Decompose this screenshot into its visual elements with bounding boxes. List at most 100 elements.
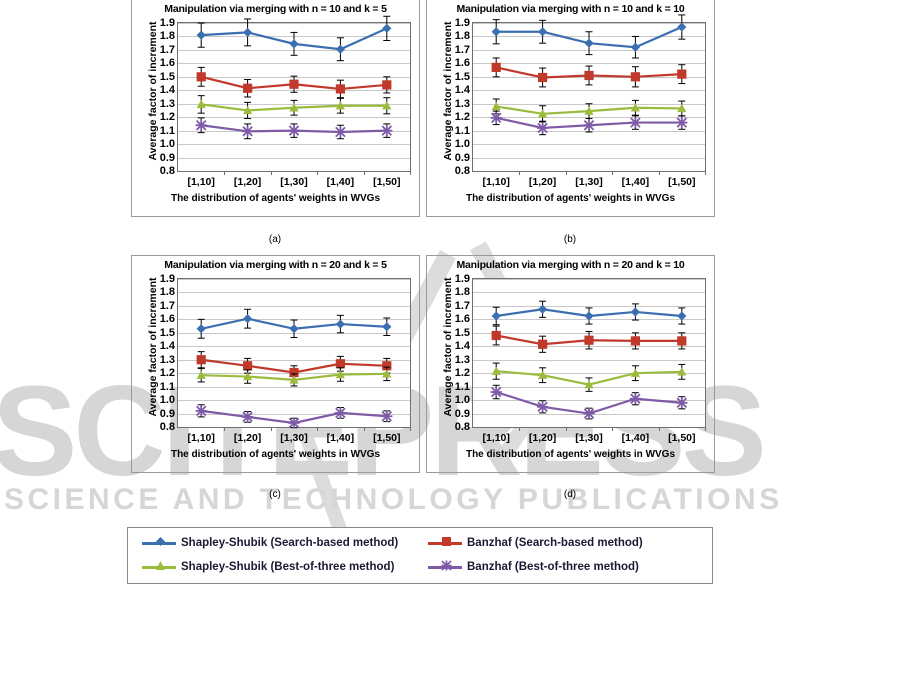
data-series bbox=[196, 308, 392, 339]
y-tick-label: 1.6 bbox=[159, 313, 175, 326]
data-point-marker bbox=[677, 103, 687, 113]
x-tick-label: [1,30] bbox=[280, 432, 308, 444]
caption-b: (b) bbox=[563, 234, 577, 245]
y-tick-label: 1.2 bbox=[454, 111, 470, 124]
y-tick-label: 0.8 bbox=[159, 165, 175, 177]
data-series bbox=[196, 15, 392, 62]
y-gridline bbox=[178, 386, 410, 388]
x-tick-mark bbox=[565, 427, 567, 431]
y-tick-label: 1.9 bbox=[454, 17, 470, 29]
data-point-marker bbox=[536, 122, 549, 134]
legend-item[interactable]: Shapley-Shubik (Search-based method) bbox=[142, 536, 398, 550]
x-tick-labels: [1,10] [1,20] [1,30] [1,40] [1,50] bbox=[473, 176, 705, 192]
data-point-marker bbox=[491, 101, 501, 111]
y-gridline bbox=[178, 359, 410, 361]
y-tick-label: 1.4 bbox=[159, 84, 175, 97]
y-tick-label: 1.9 bbox=[159, 273, 175, 285]
x-tick-label: [1,10] bbox=[187, 176, 215, 188]
chart-title: Manipulation via merging with n = 10 and… bbox=[456, 3, 685, 15]
x-tick-label: [1,10] bbox=[482, 432, 510, 444]
data-point-marker bbox=[491, 330, 501, 341]
data-point-marker bbox=[677, 336, 687, 346]
x-tick-mark bbox=[317, 171, 319, 175]
data-point-marker bbox=[335, 101, 345, 110]
y-gridline bbox=[473, 279, 705, 280]
y-tick-label: 1.6 bbox=[454, 57, 470, 70]
legend-item[interactable]: Shapley-Shubik (Best-of-three method) bbox=[142, 560, 394, 574]
data-point-marker bbox=[584, 106, 594, 115]
y-tick-label: 1.9 bbox=[454, 273, 470, 285]
series-layer bbox=[195, 15, 393, 140]
x-tick-label: [1,20] bbox=[528, 176, 557, 188]
data-point-marker bbox=[536, 401, 549, 413]
y-tick-label: 1.7 bbox=[454, 299, 470, 312]
data-point-marker bbox=[288, 125, 300, 137]
x-tick-mark bbox=[270, 171, 272, 175]
data-point-marker bbox=[243, 105, 253, 115]
y-gridline bbox=[178, 23, 410, 24]
x-tick-mark bbox=[410, 171, 411, 175]
data-series bbox=[491, 300, 687, 326]
x-tick-mark bbox=[410, 427, 411, 431]
data-series bbox=[490, 110, 688, 136]
y-tick-label: 1.0 bbox=[159, 394, 175, 407]
legend-label: Banzhaf (Search-based method) bbox=[467, 537, 643, 549]
legend-label: Shapley-Shubik (Best-of-three method) bbox=[181, 561, 395, 573]
data-series bbox=[491, 325, 687, 353]
x-tick-mark bbox=[658, 171, 660, 175]
x-tick-label: [1,20] bbox=[528, 432, 557, 444]
data-point-marker bbox=[630, 103, 640, 112]
y-tick-label: 1.0 bbox=[454, 394, 470, 407]
y-gridline bbox=[178, 413, 410, 415]
data-point-marker bbox=[382, 101, 392, 110]
data-point-marker bbox=[630, 368, 640, 377]
data-point-marker bbox=[196, 355, 206, 365]
y-tick-label: 1.5 bbox=[159, 70, 175, 83]
caption-c: (c) bbox=[269, 489, 281, 500]
chart-title: Manipulation via merging with n = 10 and… bbox=[164, 3, 387, 15]
x-tick-mark bbox=[363, 427, 365, 431]
chart-title: Manipulation via merging with n = 20 and… bbox=[164, 259, 387, 271]
y-tick-label: 0.8 bbox=[454, 165, 470, 177]
y-tick-label: 1.0 bbox=[159, 138, 175, 151]
y-tick-label: 1.2 bbox=[159, 111, 175, 124]
y-gridline bbox=[178, 305, 410, 307]
x-tick-mark bbox=[363, 171, 365, 175]
y-tick-label: 1.3 bbox=[454, 97, 470, 110]
data-point-marker bbox=[196, 30, 206, 40]
data-point-marker bbox=[334, 407, 346, 419]
x-tick-label: [1,40] bbox=[326, 432, 355, 444]
data-series bbox=[195, 117, 393, 140]
chart-panel-a: Manipulation via merging with n = 10 and… bbox=[131, 0, 420, 217]
data-point-marker bbox=[381, 125, 393, 137]
x-axis-label: The distribution of agents' weights in W… bbox=[465, 449, 676, 460]
data-point-marker bbox=[583, 119, 595, 131]
x-tick-label: [1,10] bbox=[482, 176, 510, 188]
data-point-marker bbox=[243, 371, 253, 381]
data-point-marker bbox=[677, 69, 687, 79]
legend-item[interactable]: Banzhaf (Search-based method) bbox=[428, 536, 643, 550]
y-tick-label: 1.5 bbox=[454, 326, 470, 339]
y-tick-label: 1.8 bbox=[159, 30, 175, 43]
chart-panel-b: Manipulation via merging with n = 10 and… bbox=[426, 0, 715, 217]
y-gridline bbox=[178, 157, 410, 159]
data-point-marker bbox=[538, 109, 548, 118]
y-tick-label: 1.4 bbox=[159, 340, 175, 353]
data-point-marker bbox=[584, 38, 594, 48]
chart-title: Manipulation via merging with n = 20 and… bbox=[456, 259, 685, 271]
data-point-marker bbox=[289, 375, 299, 384]
x-tick-label: [1,40] bbox=[621, 432, 650, 444]
data-series bbox=[491, 362, 687, 392]
data-point-marker bbox=[289, 39, 299, 49]
x-tick-label: [1,50] bbox=[668, 176, 696, 188]
legend-marker-square-icon bbox=[428, 536, 462, 550]
x-tick-label: [1,20] bbox=[233, 176, 262, 188]
y-gridline bbox=[473, 90, 705, 92]
x-tick-labels: [1,10] [1,20] [1,30] [1,40] [1,50] bbox=[178, 432, 410, 448]
legend-item[interactable]: Banzhaf (Best-of-three method) bbox=[428, 560, 639, 574]
data-point-marker bbox=[583, 407, 595, 420]
legend-marker-diamond-icon bbox=[142, 536, 176, 550]
data-series bbox=[491, 57, 687, 88]
x-tick-mark bbox=[565, 171, 567, 175]
y-tick-label: 1.3 bbox=[454, 353, 470, 366]
